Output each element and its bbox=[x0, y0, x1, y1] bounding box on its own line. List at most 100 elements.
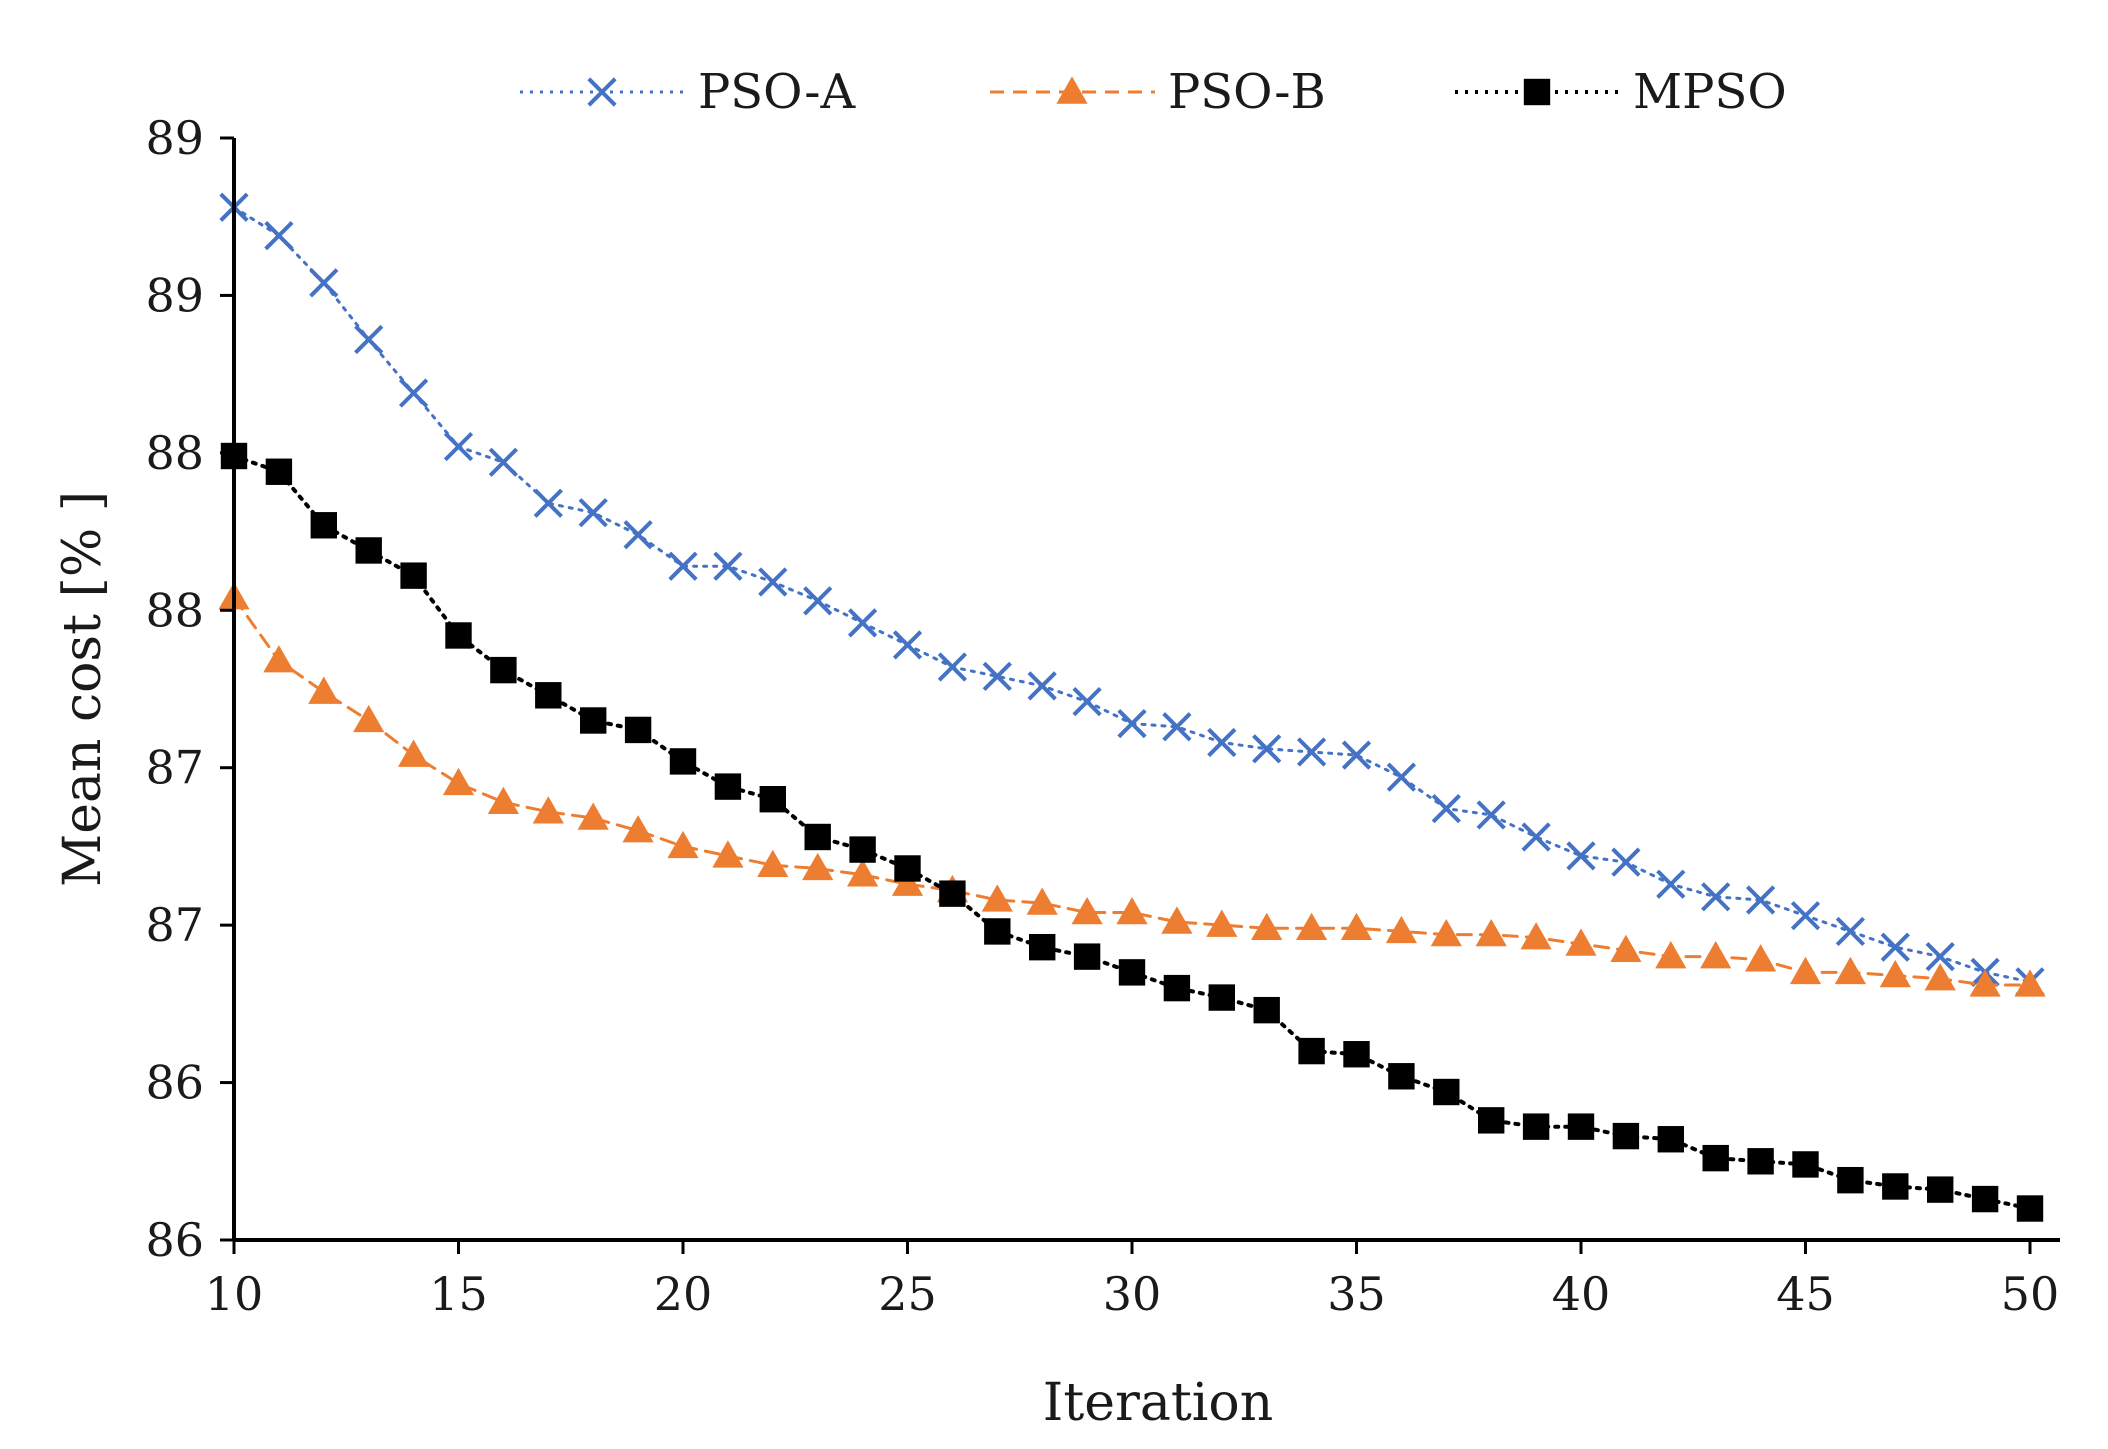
series-line bbox=[232, 205, 2032, 984]
data-point bbox=[1385, 915, 1417, 944]
data-point bbox=[758, 567, 788, 597]
data-point bbox=[849, 836, 876, 863]
x-tick-label: 15 bbox=[429, 1267, 488, 1321]
data-point bbox=[398, 378, 429, 408]
legend-label: PSO-B bbox=[1168, 64, 1326, 120]
series-line bbox=[232, 596, 2032, 987]
data-point bbox=[984, 918, 1011, 945]
data-point bbox=[667, 830, 699, 859]
data-point bbox=[1789, 956, 1822, 985]
data-point bbox=[759, 786, 786, 813]
data-point bbox=[1343, 1041, 1370, 1068]
data-point bbox=[939, 880, 966, 907]
data-point bbox=[533, 488, 563, 518]
data-point bbox=[1566, 841, 1596, 871]
data-point bbox=[802, 852, 834, 881]
x-tick-label: 35 bbox=[1327, 1267, 1386, 1321]
data-point bbox=[1924, 963, 1956, 991]
data-point bbox=[1433, 1078, 1460, 1106]
x-tick-label: 20 bbox=[654, 1267, 713, 1321]
data-point bbox=[1792, 1151, 1819, 1178]
data-point bbox=[578, 498, 608, 528]
legend-label: PSO-A bbox=[698, 64, 857, 120]
data-point bbox=[1656, 869, 1686, 899]
data-point bbox=[669, 748, 697, 775]
data-point bbox=[535, 682, 562, 709]
ticks: 10 15 20 25 30 35 40 45 50 86 86 87 87 88 88 89 89 bbox=[145, 111, 2059, 1321]
data-point bbox=[623, 520, 653, 550]
data-point bbox=[847, 859, 879, 887]
y-tick-label: 86 bbox=[145, 1056, 204, 1110]
data-point bbox=[1835, 916, 1866, 947]
y-tick-label: 86 bbox=[145, 1213, 204, 1267]
x-tick-label: 10 bbox=[205, 1267, 264, 1321]
data-point bbox=[263, 645, 295, 673]
x-tick-label: 25 bbox=[878, 1267, 937, 1321]
data-point bbox=[398, 739, 430, 767]
data-point bbox=[400, 562, 427, 589]
data-point bbox=[803, 586, 833, 616]
data-point bbox=[1837, 1166, 1864, 1194]
data-point bbox=[624, 716, 652, 744]
series-mpso bbox=[220, 442, 2044, 1222]
data-point bbox=[1388, 1063, 1415, 1090]
data-point bbox=[1475, 918, 1507, 947]
data-point bbox=[1657, 1126, 1684, 1153]
data-point bbox=[1478, 1107, 1505, 1134]
data-point bbox=[487, 786, 519, 815]
data-point bbox=[1476, 800, 1506, 830]
data-point bbox=[355, 537, 382, 564]
data-point bbox=[1208, 984, 1235, 1011]
data-point bbox=[1610, 934, 1642, 963]
data-point bbox=[1790, 901, 1821, 931]
data-point bbox=[1071, 896, 1103, 925]
data-point bbox=[1430, 918, 1462, 947]
data-point bbox=[1116, 896, 1148, 925]
data-point bbox=[354, 324, 384, 355]
data-point bbox=[892, 630, 923, 660]
data-point bbox=[1747, 1148, 1774, 1175]
legend: PSO-A PSO-B MPSO bbox=[520, 64, 1787, 120]
data-point bbox=[490, 656, 517, 684]
series-pso-b bbox=[218, 582, 2046, 997]
data-point bbox=[580, 707, 607, 734]
y-tick-label: 87 bbox=[145, 741, 204, 795]
data-point bbox=[1882, 1173, 1909, 1200]
y-tick-label: 88 bbox=[145, 583, 204, 637]
data-point bbox=[1298, 1037, 1325, 1065]
data-point bbox=[1522, 1113, 1550, 1140]
data-point bbox=[1296, 912, 1328, 940]
data-point bbox=[1745, 944, 1777, 972]
data-point bbox=[264, 220, 294, 251]
y-tick-label: 87 bbox=[145, 898, 204, 952]
data-point bbox=[1296, 737, 1327, 767]
data-point bbox=[1072, 686, 1102, 717]
y-tick-label: 89 bbox=[145, 268, 204, 322]
data-point bbox=[1431, 794, 1461, 824]
data-point bbox=[1253, 996, 1280, 1024]
data-point bbox=[1252, 734, 1282, 764]
data-point bbox=[353, 704, 385, 733]
data-point bbox=[712, 840, 744, 868]
data-point bbox=[1927, 1176, 1954, 1203]
data-point bbox=[2014, 969, 2046, 997]
data-point bbox=[1026, 887, 1058, 915]
data-point bbox=[265, 458, 293, 485]
data-point bbox=[1880, 932, 1910, 962]
data-point bbox=[1745, 885, 1776, 915]
data-point bbox=[1655, 941, 1687, 969]
data-point bbox=[668, 551, 698, 581]
data-point bbox=[577, 802, 609, 830]
legend-label: MPSO bbox=[1633, 64, 1787, 120]
data-point bbox=[1969, 969, 2001, 997]
data-point bbox=[1701, 882, 1731, 912]
x-tick-label: 50 bbox=[2001, 1267, 2060, 1321]
data-point bbox=[1207, 727, 1237, 758]
data-point bbox=[1162, 712, 1192, 742]
data-point bbox=[1971, 1185, 1999, 1213]
data-point bbox=[1206, 909, 1238, 937]
legend-item-pso-b: PSO-B bbox=[990, 64, 1326, 120]
data-point bbox=[622, 815, 654, 843]
data-point bbox=[310, 512, 337, 539]
